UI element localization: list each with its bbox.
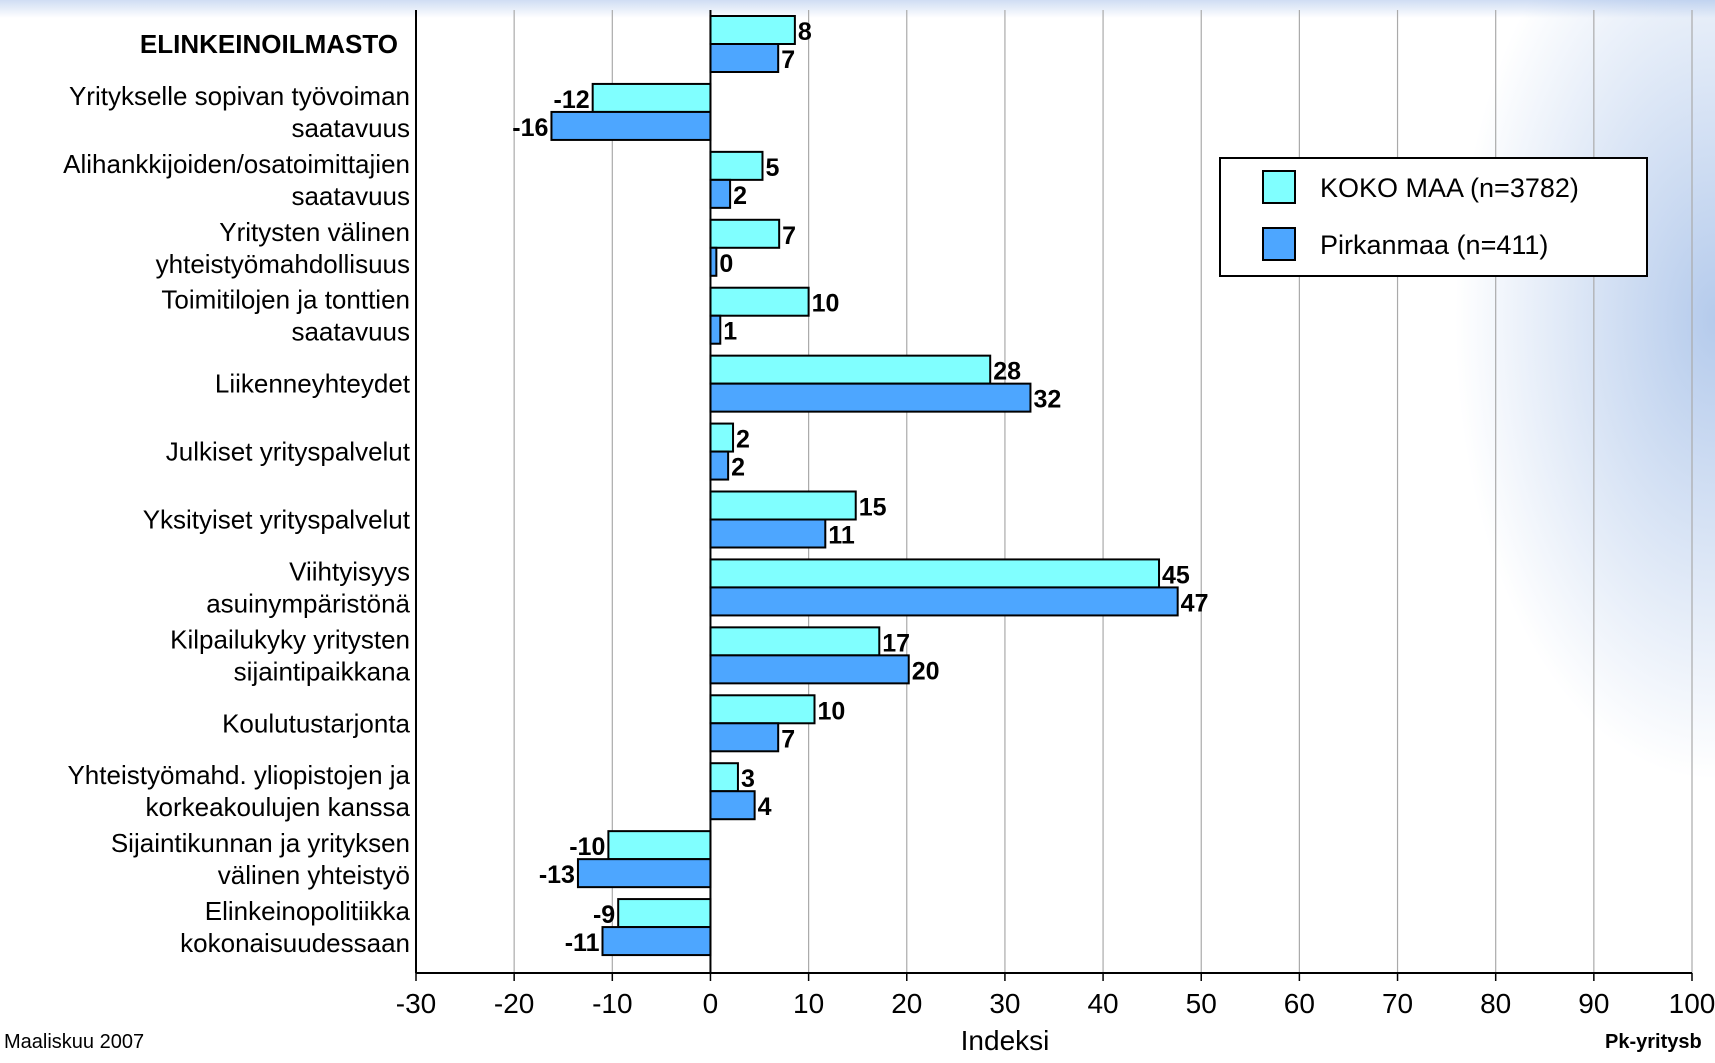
bar-pirkanmaa (709, 178, 732, 209)
bar-pirkanmaa (601, 926, 712, 957)
value-label: 15 (859, 494, 887, 522)
x-tick-label: -20 (494, 988, 534, 1019)
category-label: Toimitilojen ja tonttien saatavuus (161, 285, 410, 347)
bar-koko-maa (709, 15, 796, 45)
bar-koko-maa (709, 490, 857, 521)
x-tick-labels: -30 -20 -10 0 10 20 30 40 50 60 70 80 90 100 (396, 988, 1715, 1019)
axes (415, 10, 1692, 974)
x-tick-label: 10 (793, 988, 824, 1019)
bar-koko-maa (617, 898, 712, 929)
x-tick-label: 60 (1284, 988, 1315, 1019)
category-label: Sijaintikunnan ja yrityksen välinen yhtei… (111, 828, 410, 890)
value-label: -10 (569, 833, 605, 861)
category-label: Yritykselle sopivan työvoiman saatavuus (69, 81, 410, 143)
category-label: ELINKEINOILMASTO (140, 29, 398, 59)
bar-koko-maa (607, 830, 712, 861)
bar-pirkanmaa (709, 654, 910, 685)
value-label: 11 (828, 522, 855, 550)
legend: KOKO MAA (n=3782) Pirkanmaa (n=411) (1219, 157, 1648, 277)
value-label: 45 (1162, 561, 1190, 589)
bar-koko-maa (709, 762, 739, 793)
value-label: 2 (731, 454, 745, 482)
value-label: 10 (812, 290, 840, 318)
legend-label-koko-maa: KOKO MAA (n=3782) (1320, 173, 1579, 203)
bar-koko-maa (591, 82, 712, 113)
bar-pirkanmaa (709, 790, 756, 821)
x-tick-label: 40 (1087, 988, 1118, 1019)
value-label: 1 (723, 318, 737, 346)
value-label: -16 (512, 114, 548, 142)
legend-swatch-koko-maa (1262, 170, 1296, 204)
category-label: Kilpailukyky yritysten sijaintipaikkana (170, 624, 410, 686)
x-axis-title: Indeksi (961, 1025, 1050, 1056)
category-label: Viihtyisyys asuinympäristönä (206, 556, 410, 618)
category-label: Alihankkijoiden/osatoimittajien saatavuus (63, 149, 410, 211)
x-tick-label: 0 (703, 988, 719, 1019)
x-tick-label: 50 (1186, 988, 1217, 1019)
value-label: 28 (993, 358, 1021, 386)
category-labels: ELINKEINOILMASTO Yritykselle sopivan työv… (63, 29, 411, 958)
value-labels: 87-12-16527010128322215114547172010734-1… (512, 18, 1208, 957)
value-label: 5 (765, 154, 779, 182)
value-label: 32 (1033, 386, 1061, 414)
bar-pirkanmaa (550, 110, 712, 141)
value-label: 47 (1181, 589, 1209, 617)
value-label: 17 (882, 629, 910, 657)
value-label: 20 (912, 657, 940, 685)
value-label: 8 (798, 18, 812, 46)
bar-pirkanmaa (709, 518, 827, 549)
bar-pirkanmaa (709, 43, 780, 73)
x-tick-label: 70 (1382, 988, 1413, 1019)
bar-pirkanmaa (576, 858, 712, 889)
bar-pirkanmaa (709, 586, 1179, 617)
bar-koko-maa (709, 286, 810, 317)
x-tick-label: -30 (396, 988, 436, 1019)
bar-koko-maa (709, 626, 881, 657)
category-label: Yhteistyömahd. yliopistojen ja korkeakoul… (67, 760, 410, 822)
value-label: 4 (758, 793, 772, 821)
x-tick-label: 100 (1669, 988, 1715, 1019)
bar-koko-maa (709, 558, 1161, 589)
bar-koko-maa (709, 694, 816, 725)
value-label: 7 (781, 46, 795, 74)
category-label: Yritysten välinen yhteistyömahdollisuus (156, 217, 410, 279)
category-label: Liikenneyhteydet (215, 369, 411, 399)
x-tick-label: 20 (891, 988, 922, 1019)
value-label: -12 (554, 86, 590, 114)
x-tick-label: -10 (592, 988, 632, 1019)
value-label: 7 (781, 725, 795, 753)
bar-pirkanmaa (709, 450, 730, 481)
bar-koko-maa (709, 422, 735, 453)
value-label: 10 (818, 697, 846, 725)
legend-label-pirkanmaa: Pirkanmaa (n=411) (1320, 230, 1548, 260)
value-label: 2 (733, 182, 747, 210)
bar-koko-maa (709, 354, 992, 385)
footer-source: Pk-yritysb (1605, 1031, 1702, 1053)
category-label: Elinkeinopolitiikka kokonaisuudessaan (180, 896, 410, 958)
bars (550, 15, 1179, 957)
x-tick-label: 30 (989, 988, 1020, 1019)
footer-date: Maaliskuu 2007 (4, 1031, 144, 1053)
bar-pirkanmaa (709, 722, 780, 753)
bar-koko-maa (709, 150, 764, 181)
x-tick-label: 90 (1578, 988, 1609, 1019)
value-label: 2 (736, 426, 750, 454)
legend-swatch-pirkanmaa (1262, 227, 1296, 261)
value-label: 0 (719, 250, 733, 278)
value-label: 7 (782, 222, 796, 250)
category-label: Yksityiset yrityspalvelut (143, 505, 411, 535)
x-tick-label: 80 (1480, 988, 1511, 1019)
bar-pirkanmaa (709, 382, 1032, 413)
value-label: -11 (565, 929, 600, 957)
value-label: -9 (593, 901, 615, 929)
value-label: -13 (539, 861, 575, 889)
category-label: Julkiset yrityspalvelut (166, 437, 411, 467)
bar-koko-maa (709, 218, 781, 249)
category-label: Koulutustarjonta (222, 708, 410, 738)
value-label: 3 (741, 765, 755, 793)
bar-pirkanmaa (709, 314, 722, 345)
